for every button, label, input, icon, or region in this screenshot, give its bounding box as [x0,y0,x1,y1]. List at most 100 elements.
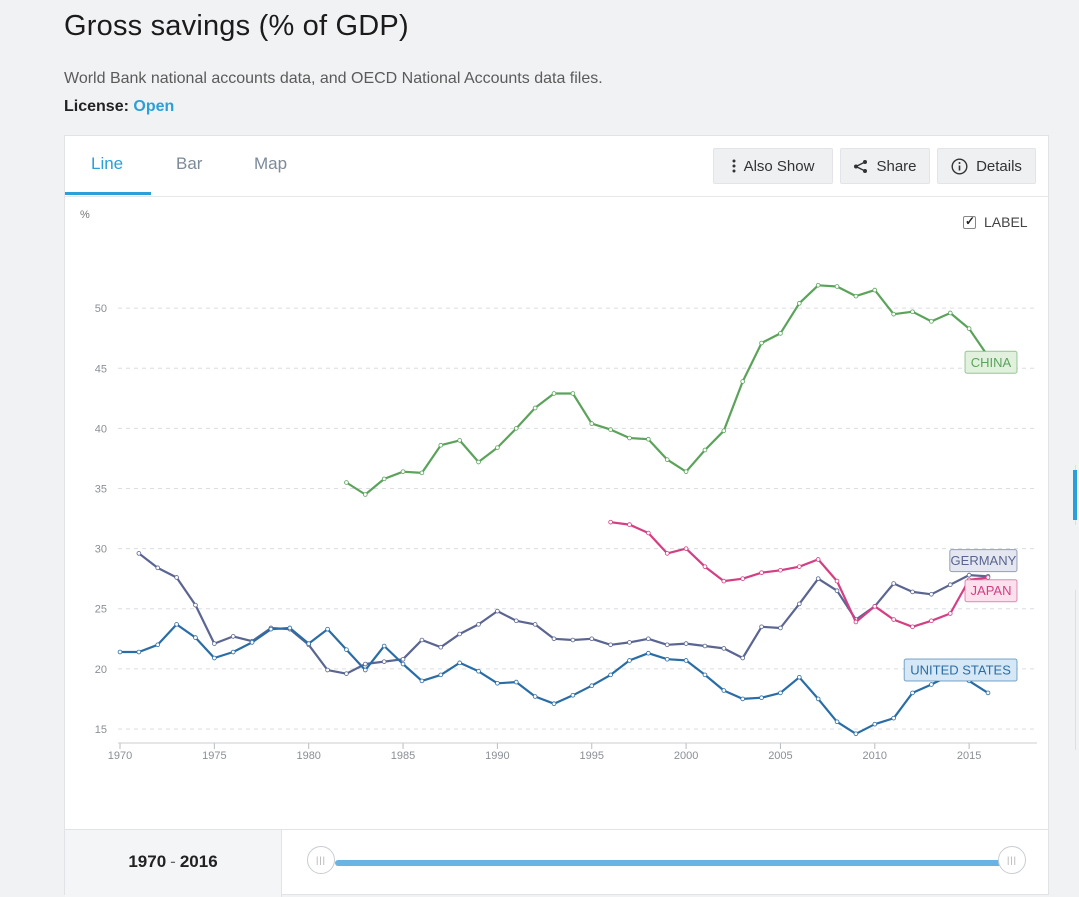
x-tick-label: 1995 [579,750,603,762]
label-toggle[interactable]: LABEL [963,214,1028,230]
data-point-united-states [306,641,311,646]
data-point-germany [740,655,745,661]
series-label-germany: GERMANY [951,553,1017,568]
data-point-united-states [551,701,557,707]
data-point-united-states [740,696,745,702]
x-tick-label: 2015 [957,750,981,762]
x-tick-label: 1975 [202,750,226,762]
x-tick-label: 1970 [108,750,132,762]
data-point-united-states [627,658,632,663]
share-button[interactable]: Share [840,148,930,184]
data-point-united-states [438,672,444,678]
data-point-japan [891,617,896,622]
data-point-germany [457,631,462,637]
data-point-germany [344,671,349,676]
data-point-japan [910,624,915,630]
data-point-germany [532,622,538,627]
data-point-germany [702,643,708,649]
side-panel-edge [1075,590,1076,750]
data-point-united-states [646,650,651,656]
range-start: 1970 [128,852,167,871]
data-point-china [551,391,557,396]
data-point-united-states [664,656,670,662]
also-show-button[interactable]: Also Show [713,148,833,184]
data-point-china [438,442,444,448]
data-point-germany [212,641,217,646]
data-point-united-states [136,649,142,655]
data-point-china [664,457,670,462]
data-point-united-states [155,642,161,648]
info-icon [951,157,968,175]
data-point-japan [815,557,821,562]
y-tick-label: 35 [95,484,107,496]
license-link[interactable]: Open [133,98,175,115]
data-point-china [910,309,915,315]
data-point-united-states [212,655,217,661]
tab-line[interactable]: Line [91,154,124,173]
data-point-japan [702,564,708,569]
data-point-united-states [344,647,349,652]
data-point-germany [193,602,198,608]
details-label: Details [976,157,1022,175]
data-point-united-states [193,635,198,640]
data-point-germany [400,656,406,662]
data-point-japan [740,576,745,581]
x-tick-label: 1985 [391,750,415,762]
data-point-germany [721,646,727,651]
tab-map[interactable]: Map [254,154,288,173]
series-label-united-states: UNITED STATES [910,663,1011,678]
y-tick-label: 20 [95,664,107,676]
data-point-japan [627,522,632,527]
range-end: 2016 [179,852,218,871]
data-point-united-states [532,694,538,699]
details-button[interactable]: Details [937,148,1036,184]
data-point-japan [759,570,764,575]
data-point-germany [495,608,500,614]
data-point-china [702,447,708,453]
data-point-japan [985,575,991,580]
line-chart: % 15 20 25 30 35 40 45 50 1970 1975 1980 1985 1990 199… [80,209,1037,762]
label-checkbox[interactable] [963,214,976,229]
y-axis-label: % [80,209,90,221]
data-point-japan [947,611,953,616]
data-point-china [513,426,519,431]
x-tick-label: 2005 [768,750,792,762]
data-point-china [627,435,632,441]
data-point-united-states [174,622,179,627]
data-point-china [834,284,840,289]
range-end-handle[interactable]: ||| [998,846,1026,874]
data-point-united-states [513,679,519,685]
data-point-china [872,287,878,293]
x-tick-label: 2010 [863,750,887,762]
data-point-united-states [325,626,330,632]
data-point-china [929,319,934,324]
data-point-japan [683,546,689,551]
data-point-united-states [381,643,387,649]
data-point-japan [834,578,840,584]
also-show-label: Also Show [743,157,815,175]
data-point-united-states [759,695,764,701]
range-slider-track[interactable] [335,860,1011,866]
share-label: Share [876,157,917,175]
data-point-china [381,476,387,482]
series-label-box-united-states [903,658,1018,682]
tab-bar[interactable]: Bar [176,154,203,173]
data-point-china [815,282,821,288]
data-point-united-states [287,625,293,631]
data-point-china [947,310,953,316]
data-point-china [853,293,859,299]
page-scrollbar-thumb[interactable] [1073,470,1077,520]
data-point-united-states [570,693,576,698]
data-point-united-states [891,715,896,721]
more-vertical-icon [732,159,736,173]
data-point-china [344,480,349,485]
data-point-united-states [778,690,783,696]
y-tick-label: 15 [95,724,107,736]
series-label-box-germany [949,549,1018,573]
data-point-china [608,427,613,432]
data-point-germany [891,581,896,586]
data-point-united-states [457,660,462,666]
range-start-handle[interactable]: ||| [307,846,335,874]
data-point-united-states [419,678,425,684]
data-point-china [400,469,406,474]
